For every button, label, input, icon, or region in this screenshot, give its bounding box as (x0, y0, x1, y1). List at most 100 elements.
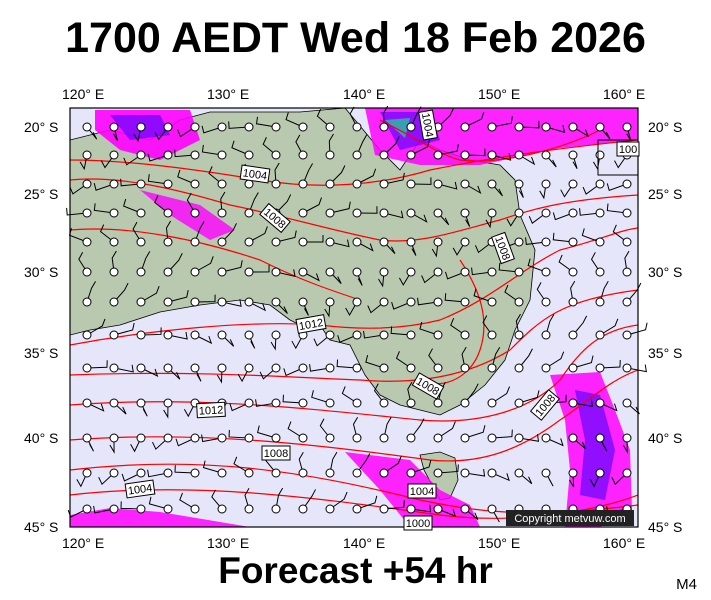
station-marker (298, 504, 308, 514)
wind-barb (248, 334, 256, 349)
wind-barb (221, 299, 242, 307)
station-marker (271, 297, 281, 307)
station-marker (460, 297, 470, 307)
wind-barb (491, 472, 510, 482)
wind-barb (329, 451, 338, 474)
wind-barb (437, 421, 456, 439)
station-marker (460, 179, 470, 189)
wind-barb (491, 116, 513, 128)
wind-barb (417, 297, 439, 306)
station-marker (109, 297, 119, 307)
wind-barb (485, 212, 493, 229)
wind-barb (282, 394, 304, 404)
wind-barb (410, 418, 425, 439)
wind-barb (383, 241, 396, 255)
station-marker (325, 179, 335, 189)
wind-barb (579, 208, 601, 216)
station-marker (136, 179, 146, 189)
isobar-label: 1000 (406, 518, 430, 530)
station-marker (622, 297, 632, 307)
station-marker (109, 504, 119, 514)
station-marker (298, 398, 308, 408)
station-marker (622, 433, 632, 443)
station-marker (109, 363, 119, 373)
wind-barb (229, 402, 250, 412)
wind-barb (482, 315, 493, 336)
station-marker (82, 433, 92, 443)
station-marker (622, 179, 632, 189)
wind-barb (363, 330, 385, 339)
station-marker (352, 267, 362, 277)
station-marker (244, 150, 254, 160)
wind-barb (147, 469, 169, 478)
inset-box (597, 139, 639, 176)
wind-barb (67, 508, 88, 518)
wind-barb (98, 472, 115, 486)
station-marker (190, 267, 200, 277)
isobar-label: 1004 (419, 112, 435, 138)
station-marker (163, 122, 173, 132)
station-marker (595, 330, 605, 340)
map-frame (69, 107, 639, 528)
station-marker (190, 433, 200, 443)
wind-barb (221, 334, 235, 347)
station-marker (487, 363, 497, 373)
wind-barb (78, 251, 88, 273)
station-marker (433, 297, 443, 307)
wind-barb (626, 282, 642, 303)
station-marker (325, 504, 335, 514)
wind-barb (572, 355, 594, 369)
station-marker (163, 398, 173, 408)
wind-barb (130, 437, 142, 453)
wind-barb (270, 334, 277, 351)
station-marker (460, 237, 470, 247)
station-marker (568, 267, 578, 277)
station-marker (352, 297, 362, 307)
station-marker (568, 122, 578, 132)
lat-label-left: 40° S (24, 430, 59, 446)
station-marker (514, 122, 524, 132)
wind-barb (255, 399, 277, 407)
station-marker (271, 150, 281, 160)
station-marker (460, 504, 470, 514)
wind-barb (86, 126, 98, 140)
station-marker (622, 468, 632, 478)
wind-barb (356, 271, 363, 286)
station-marker (460, 208, 470, 218)
model-label: M4 (676, 576, 697, 593)
station-marker (325, 297, 335, 307)
station-marker (325, 433, 335, 443)
wind-barb (76, 472, 88, 488)
station-marker (622, 122, 632, 132)
station-marker (109, 179, 119, 189)
wind-barb (220, 191, 226, 214)
wind-barb (383, 210, 404, 219)
wind-barb (112, 126, 119, 142)
station-marker (271, 179, 281, 189)
station-marker (433, 504, 443, 514)
station-marker (352, 398, 362, 408)
wind-barb (93, 183, 115, 191)
wind-barb (302, 163, 314, 185)
station-marker (487, 398, 497, 408)
station-marker (163, 179, 173, 189)
station-marker (622, 398, 632, 408)
wind-barb (194, 294, 216, 303)
station-marker (298, 122, 308, 132)
wind-barb (474, 241, 493, 254)
station-marker (217, 237, 227, 247)
station-marker (325, 150, 335, 160)
wind-barb (590, 252, 601, 273)
wind-barb (504, 284, 520, 303)
station-marker (136, 468, 146, 478)
station-marker (433, 237, 443, 247)
station-marker (82, 237, 92, 247)
station-marker (514, 237, 524, 247)
station-marker (379, 504, 389, 514)
wind-barb (464, 383, 479, 404)
station-marker (460, 267, 470, 277)
wind-barb (614, 154, 628, 169)
station-marker (433, 468, 443, 478)
wind-barb (410, 212, 428, 223)
